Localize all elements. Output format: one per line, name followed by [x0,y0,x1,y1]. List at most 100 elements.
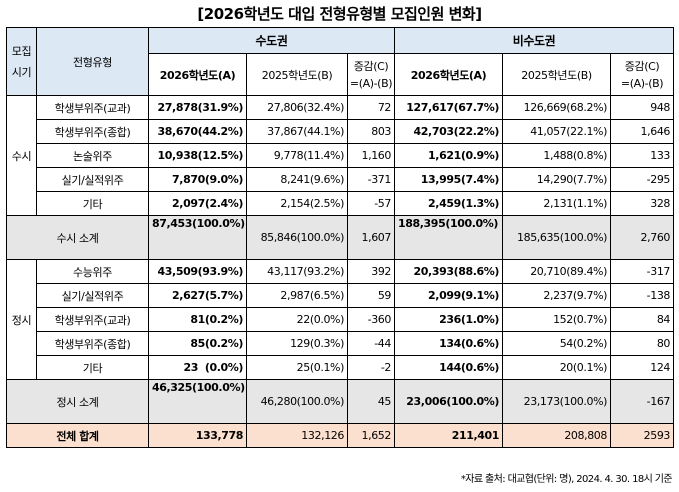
subtotal-row-jeongsi: 정시 소계 46,325(100.0%) 46,280(100.0%) 45 2… [6,379,675,424]
cell-noncapital-change: -167 [610,379,675,424]
cell-noncapital-2026: 144(0.6%) [394,355,504,380]
cell-noncapital-2025: 20(0.1%) [502,355,612,380]
row-type: 학생부위주(종합) [36,119,149,144]
cell-capital-2025: 22(0.0%) [246,307,348,332]
cell-noncapital-change: -138 [610,283,675,308]
table-row: 실기/실적위주 7,870(9.0%) 8,241(9.6%) -371 13,… [7,167,675,192]
cell-noncapital-change: 124 [610,355,675,380]
table-row: 논술위주 10,938(12.5%) 9,778(11.4%) 1,160 1,… [7,143,675,168]
header-capital-2026: 2026학년도(A) [148,53,247,96]
admissions-table: 모집 시기 전형유형 수도권 비수도권 2026학년도(A) 2025학년도(B… [6,27,675,448]
cell-noncapital-2026: 134(0.6%) [394,331,504,356]
cell-capital-change: 803 [346,119,396,144]
cell-noncapital-2025: 208,808 [502,423,612,448]
cell-noncapital-2026: 13,995(7.4%) [394,167,504,192]
row-type: 실기/실적위주 [36,167,149,192]
cell-capital-change: -360 [346,307,396,332]
cell-capital-2025: 129(0.3%) [246,331,348,356]
cell-noncapital-2025: 54(0.2%) [502,331,612,356]
cell-noncapital-change: -295 [610,167,675,192]
cell-capital-change: 45 [346,379,396,424]
cell-capital-2026: 85(0.2%) [148,331,247,356]
cell-capital-2025: 2,154(2.5%) [246,191,348,216]
header-type: 전형유형 [36,27,149,96]
cell-capital-change: 1,607 [346,215,396,260]
row-type: 실기/실적위주 [36,283,149,308]
cell-noncapital-2026: 236(1.0%) [394,307,504,332]
cell-noncapital-2025: 2,237(9.7%) [502,283,612,308]
cell-capital-change: 59 [346,283,396,308]
row-type: 학생부위주(교과) [36,95,149,120]
cell-capital-2025: 8,241(9.6%) [246,167,348,192]
cell-capital-2026: 81(0.2%) [148,307,247,332]
row-type: 학생부위주(교과) [36,307,149,332]
cell-noncapital-2025: 1,488(0.8%) [502,143,612,168]
cell-noncapital-2026: 188,395(100.0%) [394,215,504,260]
cell-noncapital-2026: 127,617(67.7%) [394,95,504,120]
period-susi: 수시 [6,95,37,216]
cell-capital-change: -44 [346,331,396,356]
subtotal-label: 정시 소계 [6,379,149,424]
table-row: 학생부위주(교과) 81(0.2%) 22(0.0%) -360 236(1.0… [7,307,675,332]
cell-capital-2025: 43,117(93.2%) [246,259,348,284]
cell-noncapital-2026: 20,393(88.6%) [394,259,504,284]
total-label: 전체 합계 [6,423,149,448]
cell-noncapital-2025: 152(0.7%) [502,307,612,332]
cell-capital-2026: 7,870(9.0%) [148,167,247,192]
cell-capital-2026: 133,778 [148,423,247,448]
cell-noncapital-change: 80 [610,331,675,356]
cell-capital-change: 72 [346,95,396,120]
cell-capital-change: -2 [346,355,396,380]
subtotal-label: 수시 소계 [6,215,149,260]
cell-capital-2026: 27,878(31.9%) [148,95,247,120]
cell-noncapital-2026: 2,459(1.3%) [394,191,504,216]
cell-noncapital-2026: 42,703(22.2%) [394,119,504,144]
cell-noncapital-change: 84 [610,307,675,332]
cell-capital-change: -371 [346,167,396,192]
cell-capital-2025: 37,867(44.1%) [246,119,348,144]
header-capital: 수도권 [147,27,396,54]
cell-capital-change: 392 [346,259,396,284]
table-row: 수시 학생부위주(교과) 27,878(31.9%) 27,806(32.4%)… [6,95,675,216]
table-row: 학생부위주(종합) 85(0.2%) 129(0.3%) -44 134(0.6… [7,331,675,356]
cell-noncapital-change: 2,760 [610,215,675,260]
cell-noncapital-change: 328 [610,191,675,216]
row-type: 논술위주 [36,143,149,168]
header-noncapital: 비수도권 [394,27,675,54]
row-type: 기타 [36,355,149,380]
header-capital-change: 증감(C) =(A)-(B) [346,53,396,96]
cell-capital-2026: 2,097(2.4%) [148,191,247,216]
cell-noncapital-2025: 20,710(89.4%) [502,259,612,284]
row-type: 학생부위주(종합) [36,331,149,356]
cell-capital-change: -57 [346,191,396,216]
cell-noncapital-2026: 211,401 [394,423,504,448]
cell-capital-2026: 87,453(100.0%) [148,215,247,260]
table-row: 정시 수능위주 43,509(93.9%) 43,117(93.2%) 392 … [6,259,675,380]
cell-capital-change: 1,652 [346,423,396,448]
cell-noncapital-2025: 41,057(22.1%) [502,119,612,144]
cell-capital-2026: 38,670(44.2%) [148,119,247,144]
cell-noncapital-2026: 1,621(0.9%) [394,143,504,168]
cell-noncapital-change: 948 [610,95,675,120]
source-footnote: *자료 출처: 대교협(단위: 명), 2024. 4. 30. 18시 기준 [460,474,673,485]
cell-noncapital-2026: 23,006(100.0%) [394,379,504,424]
cell-capital-2025: 27,806(32.4%) [246,95,348,120]
subtotal-row-susi: 수시 소계 87,453(100.0%) 85,846(100.0%) 1,60… [6,215,675,260]
cell-noncapital-2025: 2,131(1.1%) [502,191,612,216]
table-row: 기타 23 (0.0%) 25(0.1%) -2 144(0.6%) 20(0.… [7,355,675,380]
cell-noncapital-2026: 2,099(9.1%) [394,283,504,308]
cell-noncapital-2025: 126,669(68.2%) [502,95,612,120]
table-row: 학생부위주(종합) 38,670(44.2%) 37,867(44.1%) 80… [7,119,675,144]
header-capital-2025: 2025학년도(B) [246,53,348,96]
cell-capital-2025: 46,280(100.0%) [246,379,348,424]
cell-noncapital-change: -317 [610,259,675,284]
cell-noncapital-2025: 185,635(100.0%) [502,215,612,260]
header-period: 모집 시기 [6,27,37,96]
table-title: [2026학년도 대입 전형유형별 모집인원 변화] [197,5,482,23]
cell-capital-2026: 10,938(12.5%) [148,143,247,168]
total-row: 전체 합계 133,778 132,126 1,652 211,401 208,… [6,423,675,448]
cell-noncapital-change: 2593 [610,423,675,448]
row-type: 기타 [36,191,149,216]
period-jeongsi: 정시 [6,259,37,380]
header-noncapital-2026: 2026학년도(A) [394,53,504,96]
